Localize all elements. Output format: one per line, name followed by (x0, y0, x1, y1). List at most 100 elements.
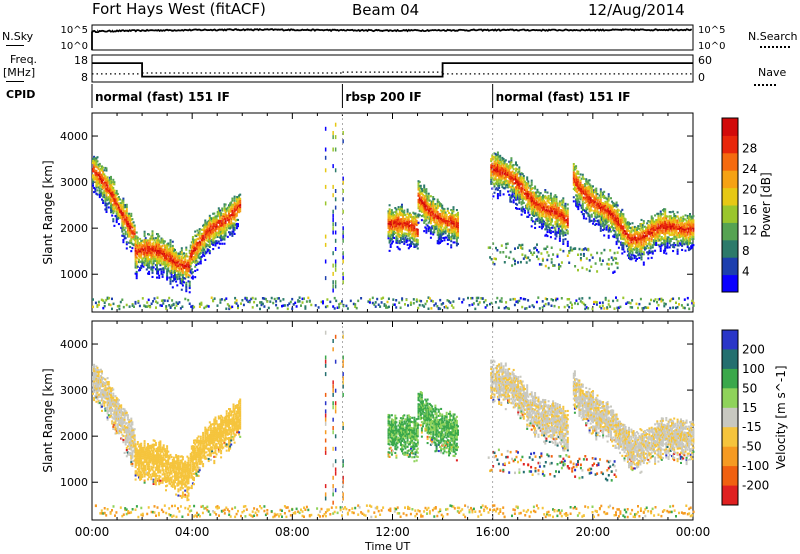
power-cell (390, 227, 393, 230)
power-cell (521, 208, 524, 211)
power-cell (522, 197, 525, 200)
power-cell (686, 217, 689, 220)
power-cell (147, 258, 149, 261)
power-cell (658, 232, 661, 235)
power-cell (613, 270, 616, 273)
power-cell (594, 219, 597, 222)
power-cell (572, 163, 575, 166)
power-cell (174, 255, 176, 258)
power-cell (138, 242, 140, 245)
power-cell (432, 231, 435, 234)
power-cell (119, 210, 121, 213)
power-cell (453, 231, 456, 234)
power-cell (602, 224, 605, 227)
power-cell (121, 222, 124, 225)
power-cell (107, 196, 110, 199)
power-cell (388, 239, 391, 242)
power-cell (181, 253, 184, 256)
power-cell (587, 200, 590, 203)
power-cell (637, 243, 640, 246)
power-cell (588, 220, 591, 223)
power-cell (175, 280, 178, 283)
power-cell (622, 217, 625, 220)
power-cell (625, 230, 628, 233)
power-cell (419, 203, 422, 206)
power-cell (207, 222, 210, 225)
power-cell (494, 159, 497, 162)
power-cell (147, 233, 149, 236)
power-cell (167, 257, 170, 260)
power-cell (132, 229, 135, 232)
power-cell (455, 233, 458, 236)
power-cell (527, 190, 530, 193)
power-cell (548, 229, 551, 232)
power-cell (194, 234, 197, 237)
power-cell (388, 227, 391, 230)
power-cell (230, 226, 233, 229)
power-cell (587, 206, 590, 209)
power-cell (95, 186, 98, 189)
power-cell (178, 263, 181, 266)
power-cell (104, 185, 107, 188)
power-cell (626, 225, 629, 228)
power-cell (614, 218, 617, 221)
power-cell (666, 232, 669, 235)
power-cell (494, 169, 497, 172)
power-cell (626, 239, 629, 242)
power-cell (642, 261, 645, 264)
power-cell (678, 227, 681, 230)
power-cell (411, 241, 414, 244)
power-cell (528, 207, 531, 210)
power-cell (526, 182, 529, 185)
power-cell (208, 245, 211, 248)
power-cell (646, 234, 649, 237)
power-cell (669, 244, 672, 247)
power-cell (671, 233, 673, 236)
power-cell (204, 223, 207, 226)
power-cell (496, 193, 499, 196)
power-cell (426, 205, 429, 208)
power-cell (528, 259, 531, 262)
power-cell (638, 238, 641, 241)
power-cell (685, 226, 688, 229)
power-cell (435, 223, 438, 226)
power-cell (453, 228, 456, 231)
power-cell (597, 198, 600, 201)
power-cell (128, 227, 131, 230)
power-cell (588, 208, 591, 211)
power-cell (142, 244, 145, 247)
power-cell (414, 245, 417, 248)
power-cell (166, 274, 169, 277)
power-cell (403, 232, 406, 235)
power-cell (607, 263, 610, 266)
power-cell (668, 229, 671, 232)
power-cell (509, 173, 512, 176)
power-cell (112, 211, 115, 214)
power-cell (207, 244, 210, 247)
power-cell (167, 261, 170, 264)
power-cell (179, 267, 182, 270)
power-cell (542, 215, 544, 218)
power-cell (624, 241, 627, 244)
power-cell (126, 227, 129, 230)
power-cell (633, 227, 636, 230)
power-cell (440, 236, 443, 239)
power-cell (526, 184, 529, 187)
power-cell (115, 210, 118, 213)
power-cell (636, 257, 638, 260)
power-cell (189, 250, 192, 253)
power-cell (111, 193, 114, 196)
power-cell (108, 197, 111, 200)
power-cell (160, 299, 163, 302)
power-cell (672, 233, 675, 236)
power-cell (394, 207, 397, 210)
power-cell (179, 282, 182, 285)
power-cell (122, 226, 125, 229)
power-cell (536, 205, 539, 208)
power-cell (520, 178, 523, 181)
power-cell (511, 183, 514, 186)
power-cell (673, 231, 676, 234)
power-cell (214, 240, 217, 243)
power-cell (195, 257, 198, 260)
power-cell (559, 265, 562, 268)
